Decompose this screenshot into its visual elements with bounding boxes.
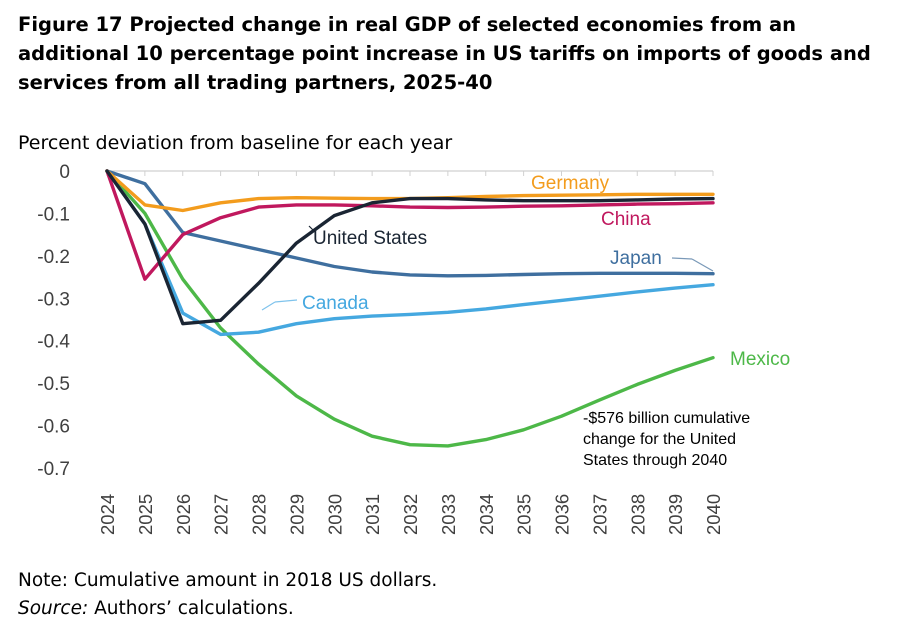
series-line-mexico xyxy=(105,169,715,448)
japan-leader-line xyxy=(671,257,693,260)
canada-leader-line xyxy=(274,299,298,303)
source-text: Authors’ calculations. xyxy=(88,598,294,619)
x-tick-label: 2036 xyxy=(552,494,573,535)
us-leader-line xyxy=(308,225,316,233)
x-tick-label: 2039 xyxy=(665,494,686,535)
series-label-canada: Canada xyxy=(302,293,369,314)
source-label: Source: xyxy=(18,598,89,619)
note-text: Note: Cumulative amount in 2018 US dolla… xyxy=(18,570,438,591)
x-tick-label: 2030 xyxy=(324,494,345,535)
series-label-united-states: United States xyxy=(313,228,427,249)
y-axis-label: Percent deviation from baseline for each… xyxy=(18,132,453,154)
japan-leader-line-2 xyxy=(691,258,714,272)
x-tick-label: 2031 xyxy=(362,494,383,535)
figure-title: Figure 17 Projected change in real GDP o… xyxy=(18,13,871,94)
x-tick-label: 2038 xyxy=(627,494,648,535)
y-tick-label: -0.2 xyxy=(37,247,70,268)
y-tick-label: 0 xyxy=(59,162,70,183)
y-tick-label: -0.3 xyxy=(37,289,70,310)
annotation-line-3: States through 2040 xyxy=(583,452,727,469)
series-label-mexico: Mexico xyxy=(730,349,790,370)
annotation-line-1: -$576 billion cumulative xyxy=(583,410,750,427)
x-tick-label: 2027 xyxy=(211,494,232,535)
series-labels: Germany China United States Japan Canada… xyxy=(261,173,790,370)
x-tick-label: 2028 xyxy=(249,494,270,535)
annotation-line-2: change for the United xyxy=(583,431,736,448)
x-tick-label: 2029 xyxy=(286,494,307,535)
source-line: Source: Authors’ calculations. xyxy=(18,595,437,623)
x-tick-label: 2033 xyxy=(438,494,459,535)
series-lines xyxy=(105,169,715,448)
y-tick-label: -0.1 xyxy=(37,204,70,225)
series-label-japan: Japan xyxy=(610,248,662,269)
series-line-canada xyxy=(105,169,715,337)
figure-note: Note: Cumulative amount in 2018 US dolla… xyxy=(18,567,437,623)
series-label-germany: Germany xyxy=(531,173,610,194)
chart-axes: 0 -0.1 -0.2 -0.3 -0.4 -0.5 -0.6 -0.7 2024 2025 202… xyxy=(37,162,724,535)
series-line-united-states xyxy=(105,169,715,326)
x-tick-label: 2040 xyxy=(703,494,724,535)
y-tick-label: -0.7 xyxy=(37,459,70,480)
series-line-china xyxy=(105,169,715,281)
series-label-china: China xyxy=(601,209,651,230)
x-tick-label: 2024 xyxy=(97,494,118,535)
x-tick-label: 2035 xyxy=(514,494,535,535)
x-tick-label: 2026 xyxy=(173,494,194,535)
cumulative-annotation: -$576 billion cumulative change for the … xyxy=(583,410,750,469)
chart: 0 -0.1 -0.2 -0.3 -0.4 -0.5 -0.6 -0.7 2024 2025 202… xyxy=(37,162,790,535)
x-tick-label: 2034 xyxy=(476,494,497,535)
y-tick-label: -0.6 xyxy=(37,417,70,438)
y-tick-label: -0.5 xyxy=(37,374,70,395)
canada-leader-line-2 xyxy=(261,301,276,311)
series-line-japan xyxy=(105,169,715,278)
x-tick-label: 2025 xyxy=(135,494,156,535)
x-tick-label: 2032 xyxy=(400,494,421,535)
x-tick-label: 2037 xyxy=(589,494,610,535)
y-tick-label: -0.4 xyxy=(37,332,70,353)
